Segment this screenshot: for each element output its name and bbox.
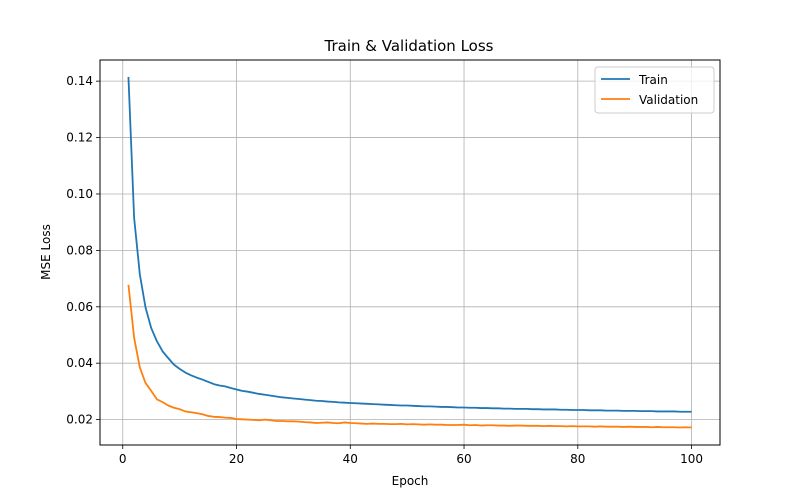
y-tick-label: 0.04: [66, 356, 93, 370]
series-lines: [127, 76, 692, 429]
y-tick-label: 0.02: [66, 413, 93, 427]
x-tick-label: 80: [570, 452, 585, 466]
legend: Train Validation: [594, 66, 715, 114]
chart-title: Train & Validation Loss: [324, 37, 494, 55]
x-tick-label: 40: [343, 452, 358, 466]
x-tick-label: 100: [680, 452, 703, 466]
x-tick-label: 0: [119, 452, 127, 466]
series-line-validation: [127, 284, 692, 429]
legend-label-validation: Validation: [639, 93, 698, 107]
x-tick-label: 20: [229, 452, 244, 466]
y-tick-label: 0.06: [66, 300, 93, 314]
axis-ticks: 0 20 40 60 80 100 0.02 0.04 0.06 0.08 0.10 0.12 0.14: [66, 74, 703, 466]
x-tick-label: 60: [456, 452, 471, 466]
x-axis-label: Epoch: [392, 474, 429, 488]
y-tick-label: 0.12: [66, 131, 93, 145]
y-tick-label: 0.08: [66, 243, 93, 257]
plot-frame: [99, 59, 721, 446]
series-line-train: [127, 76, 692, 413]
y-tick-label: 0.10: [66, 187, 93, 201]
legend-label-train: Train: [638, 73, 668, 87]
y-tick-label: 0.14: [66, 74, 93, 88]
y-axis-label: MSE Loss: [39, 224, 53, 280]
grid: [100, 60, 720, 445]
